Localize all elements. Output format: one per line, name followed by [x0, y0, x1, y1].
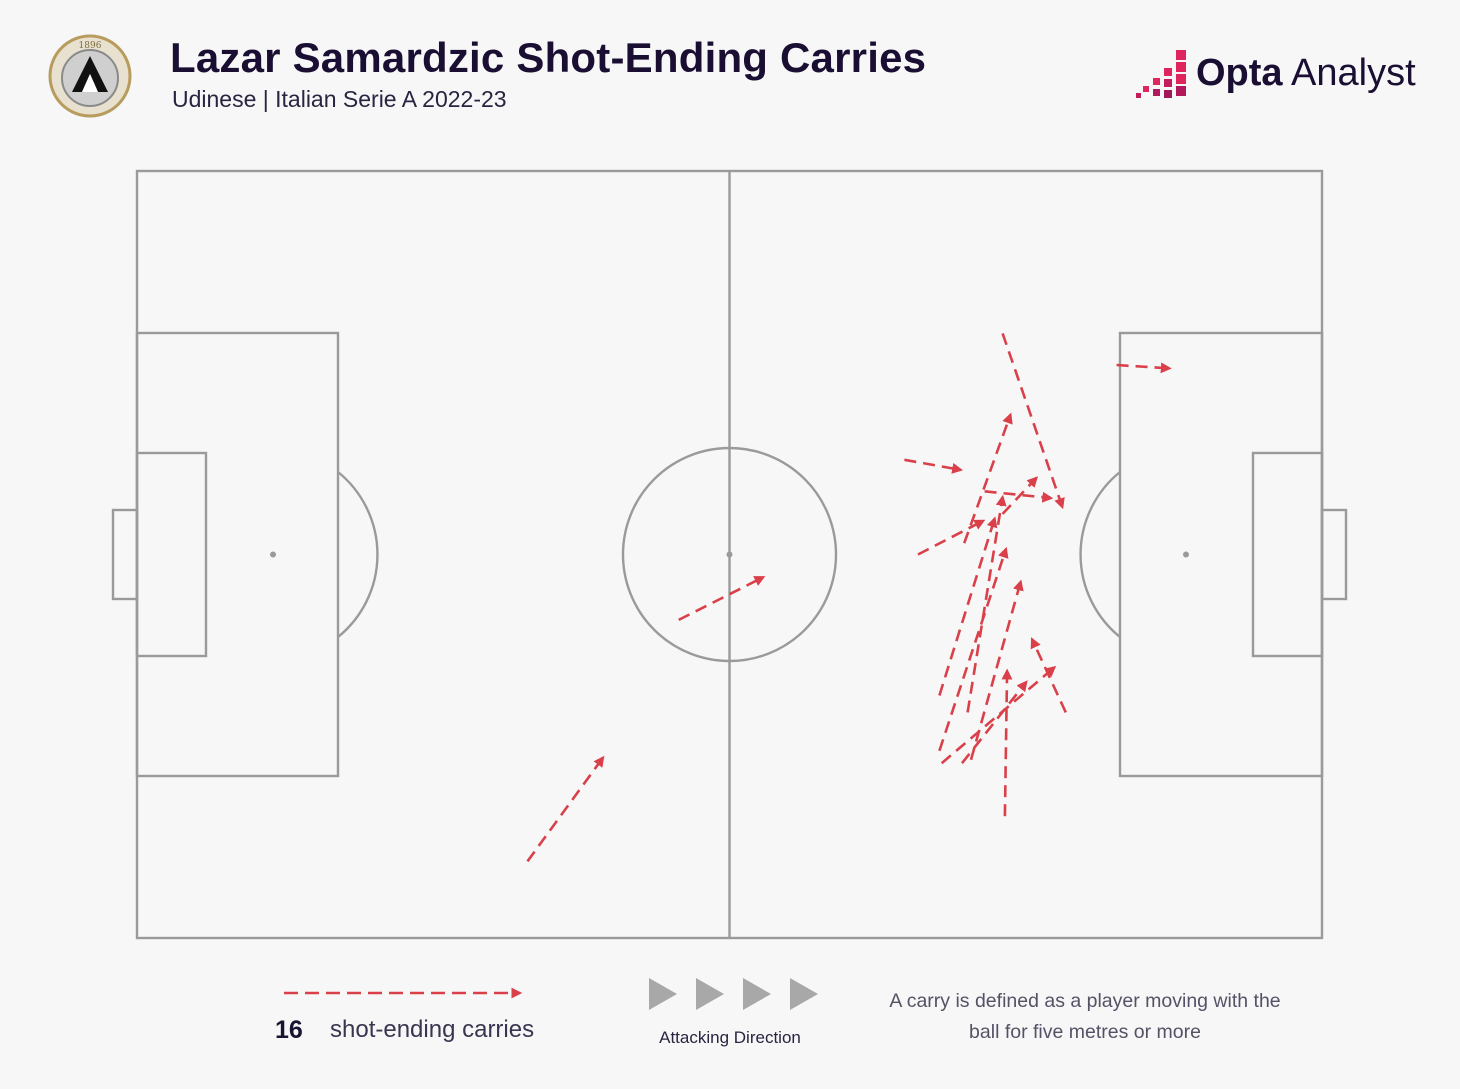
left-goal	[111, 508, 139, 601]
left-penalty-arc	[337, 471, 379, 638]
play-icon	[790, 978, 818, 1010]
page-subtitle: Udinese | Italian Serie A 2022-23	[172, 86, 507, 112]
carry-arrow	[960, 680, 1028, 765]
brand: Opta Analyst	[1136, 48, 1416, 104]
carry-arrow	[917, 519, 986, 556]
attacking-direction-icons	[649, 978, 818, 1010]
legend-count: 16	[275, 1016, 303, 1044]
brand-light: Analyst	[1282, 52, 1416, 94]
header: 1896 Lazar Samardzic Shot-Ending Carries…	[0, 0, 1460, 140]
play-icon	[743, 978, 771, 1010]
brand-bold: Opta	[1196, 52, 1283, 94]
legend-label: shot-ending carries	[330, 1016, 535, 1043]
opta-analyst-logo-icon	[1136, 50, 1186, 98]
centre-circle	[621, 446, 838, 663]
brand-name: Opta Analyst	[1196, 52, 1416, 95]
carry-arrow	[526, 755, 605, 863]
crest-year: 1896	[79, 41, 102, 51]
carry-arrow	[1001, 668, 1013, 817]
page-title: Lazar Samardzic Shot-Ending Carries	[170, 34, 927, 81]
play-icon	[696, 978, 724, 1010]
right-goal	[1320, 508, 1348, 601]
carry-arrow	[966, 494, 1007, 713]
centre-spot	[726, 551, 733, 558]
carry-arrow	[1001, 332, 1065, 510]
left-penalty-spot	[270, 551, 276, 558]
carry-arrow	[969, 579, 1024, 761]
carry-arrow	[1001, 476, 1038, 515]
left-six-yard-box	[135, 451, 208, 658]
carry-definition-note: A carry is defined as a player moving wi…	[889, 990, 1281, 1043]
attacking-direction-label: Attacking Direction	[659, 1028, 801, 1047]
carry-arrow	[904, 458, 964, 474]
carry-arrow	[940, 665, 1057, 765]
right-penalty-arc	[1079, 471, 1121, 638]
right-penalty-box	[1118, 331, 1324, 778]
udinese-crest-icon: 1896	[48, 34, 132, 118]
legend-carry-arrow	[284, 987, 523, 999]
play-icon	[649, 978, 677, 1010]
left-penalty-box	[135, 331, 340, 778]
carry-arrow	[938, 546, 1009, 752]
carry-arrow	[1116, 362, 1172, 374]
carries-layer	[526, 332, 1172, 863]
carry-arrow	[962, 412, 1013, 544]
carry-arrow	[678, 575, 766, 622]
right-penalty-spot	[1183, 551, 1189, 558]
right-six-yard-box	[1251, 451, 1324, 658]
pitch-lines	[111, 169, 1348, 940]
carry-arrow	[938, 516, 998, 696]
carry-arrow	[1030, 637, 1067, 713]
carry-arrow	[984, 490, 1054, 503]
